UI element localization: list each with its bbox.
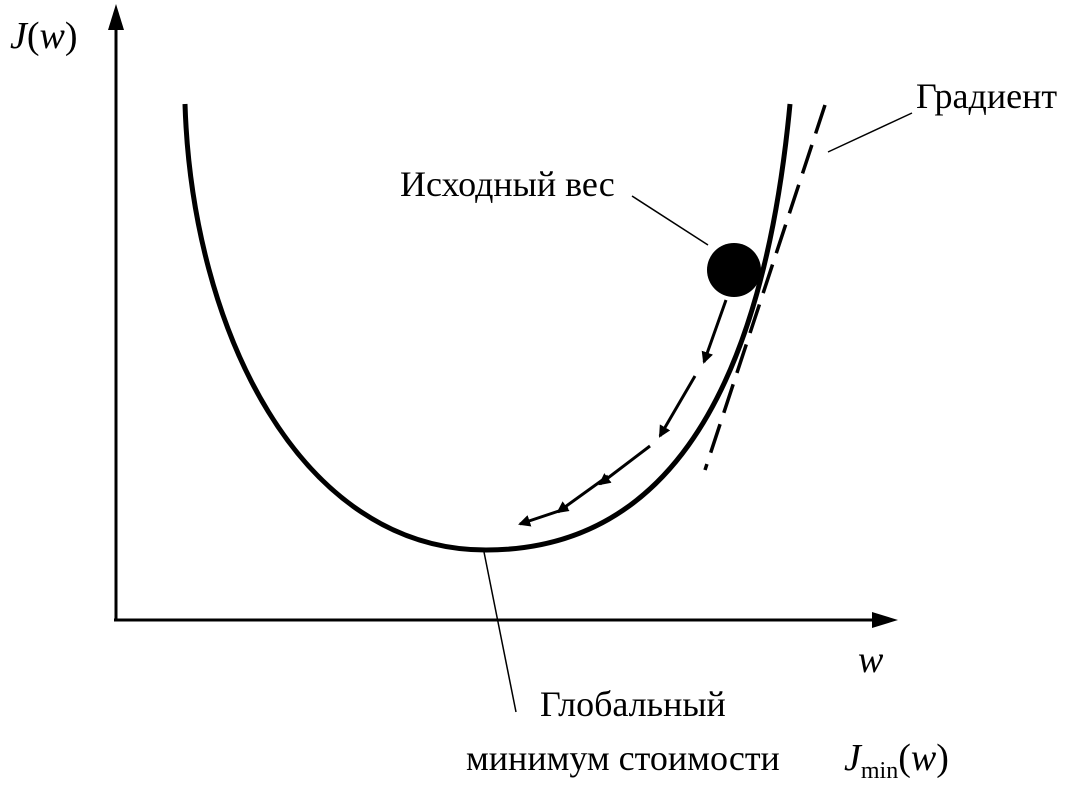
global-minimum-label-line1: Глобальный [540,684,726,724]
gradient-label: Градиент [916,76,1057,116]
global-minimum-leader-line [483,551,517,713]
descent-step-arrow-1 [701,299,728,364]
initial-weight-ball [707,243,761,297]
initial-weight-leader-line [631,195,709,246]
y-axis-label: J(w) [10,15,78,57]
descent-step-arrow-4 [556,474,609,514]
descent-step-arrow-3 [598,444,651,486]
initial-weight-label: Исходный вес [400,164,615,204]
y-axis-arrow-icon [108,4,124,30]
descent-step-arrow-5 [518,506,569,527]
descent-step-arrow-2 [658,375,697,438]
global-minimum-label-line2: минимум стоимости [466,738,780,778]
x-axis-label: w [858,639,884,681]
gradient-tangent-line [703,104,827,471]
cost-curve [182,103,793,553]
gradient-leader-line [827,112,913,153]
jmin-formula: Jmin(w) [844,737,949,784]
x-axis-arrow-icon [872,612,898,628]
